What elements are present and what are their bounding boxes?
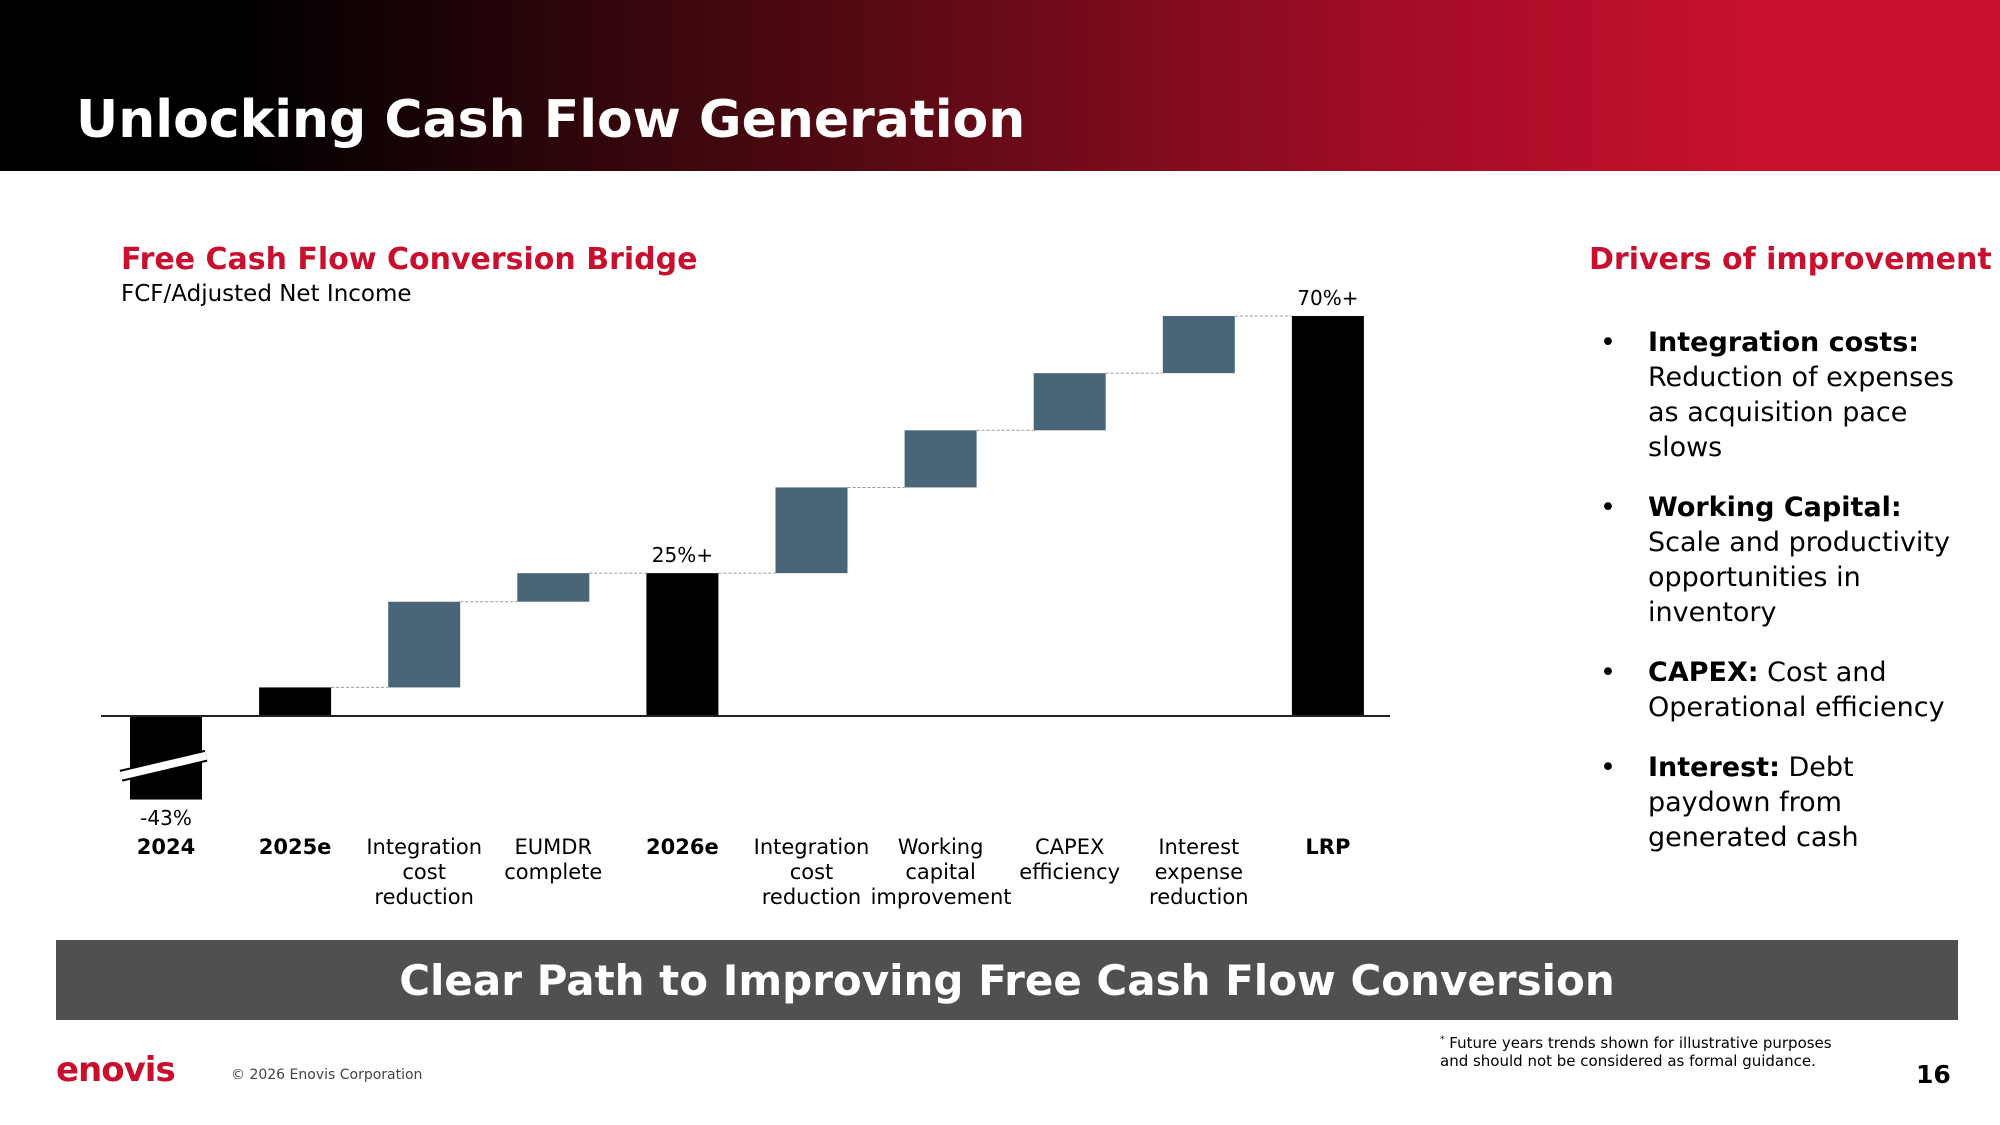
axis-break — [120, 751, 207, 780]
driver-text: Debt paydown from generated cash — [1648, 752, 1859, 853]
bar — [1162, 316, 1235, 374]
copyright: © 2026 Enovis Corporation — [231, 1067, 423, 1083]
banner-text: Clear Path to Improving Free Cash Flow C… — [399, 955, 1615, 1005]
data-label: 70%+ — [1297, 286, 1359, 311]
x-tick-label: LRP — [1305, 835, 1351, 859]
bullet: • — [1600, 492, 1616, 523]
footnote: * Future years trends shown for illustra… — [1440, 1031, 1860, 1070]
page-number: 16 — [1916, 1060, 1951, 1089]
chart — [101, 315, 1390, 800]
bar — [517, 573, 590, 602]
x-tick-label: 2024 — [136, 835, 196, 859]
bullet: • — [1600, 657, 1616, 688]
x-tick-label: CAPEX efficiency — [1019, 835, 1121, 884]
bullet: • — [1600, 327, 1616, 358]
bullet: • — [1600, 752, 1616, 783]
x-tick-label: Integration cost reduction — [753, 835, 870, 909]
bar — [1291, 316, 1364, 716]
data-label: 25%+ — [651, 543, 713, 568]
x-tick-label: 2025e — [258, 835, 332, 859]
driver-item: • Working Capital: Scale and productivity… — [1600, 490, 1960, 630]
chart-subtitle: FCF/Adjusted Net Income — [121, 281, 412, 307]
driver-item: • CAPEX: Cost and Operational efficiency — [1600, 655, 1960, 725]
drivers-list: • Integration costs: Reduction of expense… — [1600, 325, 1960, 880]
drivers-title: Drivers of improvement — [1589, 242, 1992, 277]
driver-text: Reduction of expenses as acquisition pac… — [1648, 362, 1954, 463]
bar — [775, 487, 848, 574]
x-tick-label: Working capital improvement — [870, 835, 1012, 909]
banner: Clear Path to Improving Free Cash Flow C… — [56, 940, 1958, 1020]
driver-label: Working Capital: — [1648, 492, 1902, 523]
bar — [646, 573, 719, 716]
driver-text: Cost and Operational efficiency — [1648, 657, 1945, 723]
driver-item: • Integration costs: Reduction of expense… — [1600, 325, 1960, 465]
x-tick-label: EUMDR complete — [504, 835, 603, 884]
bar — [904, 430, 977, 488]
driver-label: CAPEX: — [1648, 657, 1759, 688]
driver-label: Interest: — [1648, 752, 1780, 783]
driver-text: Scale and productivity opportunities in … — [1648, 527, 1950, 628]
bar — [1033, 373, 1106, 431]
driver-label: Integration costs: — [1648, 327, 1920, 358]
bar — [388, 601, 461, 688]
x-tick-label: 2026e — [646, 835, 719, 859]
chart-title: Free Cash Flow Conversion Bridge — [121, 242, 698, 277]
logo: enovis — [56, 1050, 176, 1090]
data-label: -43% — [140, 805, 192, 830]
bar — [259, 687, 332, 716]
footnote-text: Future years trends shown for illustrati… — [1440, 1034, 1832, 1070]
slide-title: Unlocking Cash Flow Generation — [76, 90, 1026, 150]
x-tick-label: Interest expense reduction — [1149, 835, 1249, 909]
footnote-mark: * — [1440, 1035, 1445, 1045]
x-tick-label: Integration cost reduction — [366, 835, 483, 909]
driver-item: • Interest: Debt paydown from generated c… — [1600, 750, 1960, 855]
header-bar: Unlocking Cash Flow Generation — [0, 0, 2000, 171]
